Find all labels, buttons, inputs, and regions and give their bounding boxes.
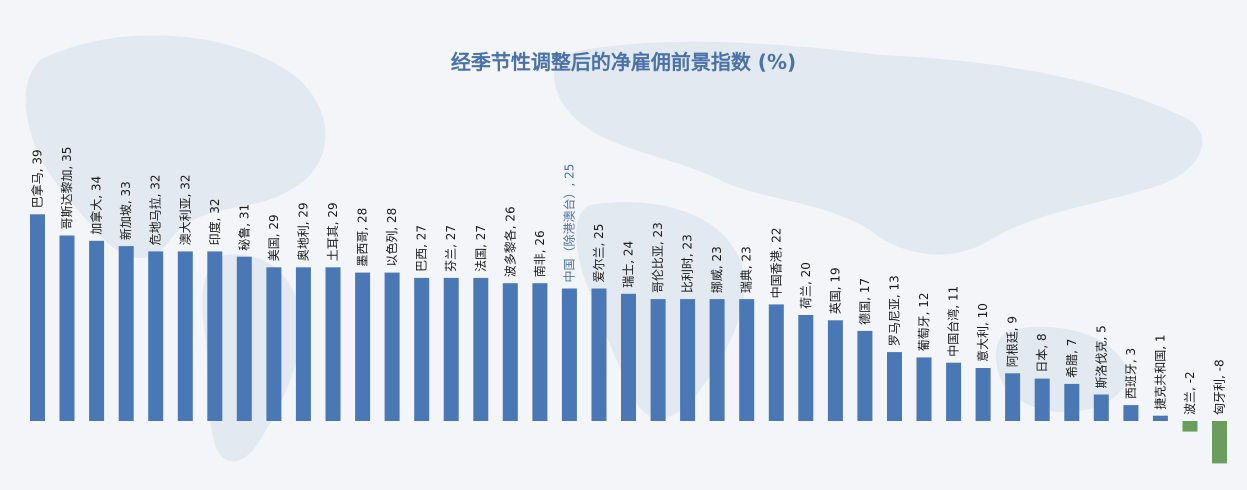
data-label: 挪威, 23 — [710, 246, 724, 293]
bar — [709, 299, 725, 421]
bar — [532, 283, 548, 421]
data-label: 匈牙利, -8 — [1213, 359, 1227, 415]
data-label: 巴西, 27 — [415, 225, 429, 272]
data-label: 危地马拉, 32 — [148, 174, 163, 245]
bar — [768, 304, 784, 421]
data-label: 德国, 17 — [857, 278, 872, 325]
data-label: 哥斯达黎加, 35 — [60, 147, 74, 230]
data-label: 葡萄牙, 12 — [917, 292, 931, 351]
data-label: 日本, 8 — [1035, 333, 1049, 372]
data-label: 西班牙, 3 — [1124, 348, 1138, 399]
data-label: 新加坡, 33 — [118, 181, 133, 240]
bar — [384, 272, 400, 421]
data-label: 瑞典, 23 — [740, 246, 754, 293]
data-label: 以色列, 28 — [385, 208, 399, 267]
map-eurasia — [554, 41, 1203, 255]
data-label: 希腊, 7 — [1064, 339, 1079, 378]
bar — [30, 214, 45, 421]
data-label: 奥地利, 29 — [296, 202, 310, 261]
bar — [89, 240, 105, 421]
bar — [1152, 415, 1168, 421]
bar — [1034, 378, 1050, 421]
data-label: 比利时, 23 — [681, 234, 695, 293]
bar — [739, 299, 755, 421]
bar — [1005, 373, 1021, 421]
data-label: 澳大利亚, 32 — [178, 174, 192, 245]
bar — [946, 362, 962, 421]
bar — [414, 277, 430, 421]
bar — [887, 352, 902, 421]
data-label: 罗马尼亚, 13 — [888, 275, 902, 346]
chart-title: 经季节性调整后的净雇佣前景指数 (%) — [450, 50, 797, 74]
bar — [975, 368, 991, 421]
bar — [502, 283, 518, 421]
bar — [236, 256, 252, 421]
data-label: 芬兰, 27 — [444, 225, 458, 272]
data-label: 土耳其, 29 — [326, 202, 340, 261]
data-label: 美国, 29 — [267, 214, 281, 261]
data-label: 巴拿马, 39 — [30, 149, 45, 208]
bar — [1093, 394, 1109, 421]
bar — [266, 267, 282, 421]
bar — [591, 288, 607, 421]
bar — [1182, 421, 1198, 432]
data-label: 墨西哥, 28 — [356, 208, 370, 267]
bar — [148, 251, 164, 421]
data-label: 中国台湾, 11 — [946, 286, 961, 357]
data-label: 意大利, 10 — [975, 303, 990, 362]
bar — [1123, 405, 1139, 421]
bar — [916, 357, 932, 421]
bar — [325, 267, 341, 421]
data-label: 印度, 32 — [207, 198, 222, 245]
bar — [798, 315, 814, 421]
bar — [621, 293, 636, 421]
map-north-america — [25, 35, 326, 259]
map-australia — [995, 326, 1127, 413]
data-label: 阿根廷, 9 — [1006, 316, 1020, 367]
data-label: 爱尔兰, 25 — [591, 224, 606, 283]
data-label: 中国香港, 22 — [768, 227, 783, 298]
data-label: 秘鲁, 31 — [237, 204, 251, 251]
bar — [59, 235, 75, 421]
data-label: 法国, 27 — [474, 225, 488, 272]
data-label: 南非, 26 — [532, 230, 547, 277]
data-label: 斯洛伐克, 5 — [1093, 325, 1108, 388]
bar — [355, 272, 371, 421]
bar — [561, 288, 577, 421]
bar — [1064, 383, 1080, 421]
data-label: 瑞士, 24 — [622, 241, 636, 288]
bar — [443, 277, 459, 421]
data-label: 波兰, -2 — [1183, 371, 1197, 415]
bar — [295, 267, 311, 421]
bar — [650, 299, 666, 421]
bar — [827, 320, 843, 421]
data-label: 加拿大, 34 — [89, 176, 104, 235]
bar — [177, 251, 193, 421]
bar — [118, 246, 134, 421]
bar — [680, 299, 696, 421]
data-label: 中国（除港澳台）, 25 — [561, 164, 576, 283]
bar — [857, 330, 873, 421]
data-label: 波多黎各, 26 — [502, 206, 517, 277]
data-label: 英国, 19 — [828, 267, 842, 314]
data-label: 捷克共和国, 1 — [1153, 334, 1167, 409]
bar — [1212, 421, 1227, 464]
data-label: 哥伦比亚, 23 — [650, 222, 665, 293]
bar — [207, 251, 223, 421]
bar — [473, 277, 489, 421]
data-label: 荷兰, 20 — [799, 262, 813, 309]
